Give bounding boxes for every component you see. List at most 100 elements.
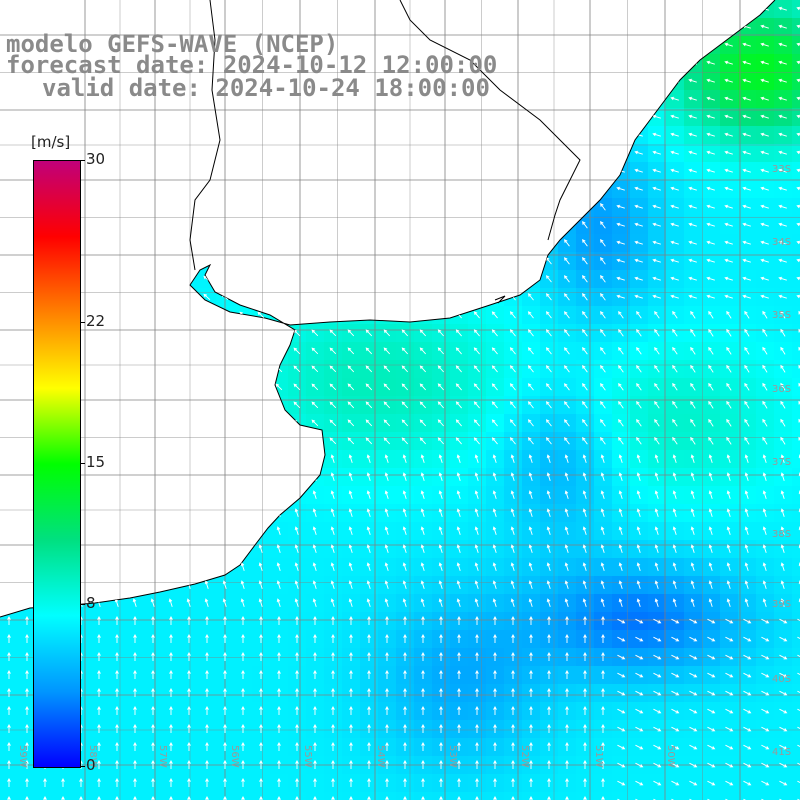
wind-arrow — [275, 383, 283, 391]
wind-arrow — [724, 78, 733, 83]
speed-cell — [108, 108, 126, 126]
speed-cell — [36, 108, 54, 126]
wind-arrow — [563, 23, 570, 31]
wind-arrow — [689, 636, 698, 642]
wind-arrow — [636, 328, 642, 337]
longitude-label: 50W — [665, 745, 676, 768]
wind-arrow — [527, 347, 534, 355]
wind-arrow — [707, 726, 716, 732]
wind-arrow — [437, 383, 444, 391]
wind-arrow — [131, 275, 139, 282]
wind-arrow — [419, 131, 426, 139]
speed-cell — [0, 468, 18, 486]
wind-arrow — [601, 778, 605, 787]
speed-cell — [288, 270, 306, 288]
wind-arrow — [636, 598, 641, 607]
speed-cell — [234, 360, 252, 378]
speed-cell — [252, 288, 270, 306]
wind-arrow — [582, 562, 587, 571]
wind-arrow — [293, 149, 301, 157]
wind-arrow — [652, 150, 661, 155]
wind-arrow — [95, 347, 103, 354]
wind-arrow — [491, 221, 498, 229]
wind-arrow — [545, 5, 552, 13]
wind-arrow — [707, 636, 716, 642]
speed-cell — [396, 270, 414, 288]
wind-arrow — [349, 634, 353, 643]
speed-cell — [180, 360, 198, 378]
speed-cell — [432, 0, 450, 18]
wind-arrow — [653, 672, 662, 678]
wind-arrow — [473, 239, 480, 247]
wind-arrow — [331, 778, 335, 787]
wind-arrow — [348, 508, 353, 517]
wind-arrow — [223, 688, 227, 697]
wind-arrow — [491, 239, 498, 247]
wind-arrow — [187, 634, 191, 643]
speed-cell — [162, 126, 180, 144]
wind-arrow — [473, 293, 480, 301]
wind-arrow — [618, 526, 623, 535]
wind-arrow — [419, 383, 426, 391]
wind-arrow — [744, 310, 750, 319]
wind-arrow — [600, 526, 605, 535]
speed-cell — [270, 414, 288, 432]
wind-arrow — [257, 149, 265, 157]
wind-arrow — [689, 780, 698, 786]
wind-arrow — [295, 652, 299, 661]
wind-arrow — [582, 526, 587, 535]
wind-arrow — [331, 616, 335, 625]
speed-cell — [0, 216, 18, 234]
wind-arrow — [509, 167, 516, 175]
wind-arrow — [583, 742, 587, 751]
wind-arrow — [383, 419, 391, 427]
speed-cell — [666, 792, 684, 800]
wind-arrow — [582, 23, 588, 31]
wind-arrow — [563, 419, 570, 427]
wind-arrow — [258, 508, 263, 517]
wind-arrow — [762, 580, 767, 589]
wind-arrow — [347, 131, 355, 139]
wind-arrow — [618, 383, 624, 391]
wind-arrow — [652, 96, 661, 101]
wind-arrow — [402, 544, 407, 553]
wind-arrow — [347, 149, 355, 157]
speed-cell — [504, 792, 522, 800]
speed-cell — [306, 288, 324, 306]
speed-cell — [252, 378, 270, 396]
wind-arrow — [5, 438, 13, 444]
wind-arrow — [600, 365, 606, 373]
wind-arrow — [313, 616, 317, 625]
wind-arrow — [185, 275, 193, 282]
wind-arrow — [131, 239, 139, 246]
wind-arrow — [24, 562, 29, 571]
wind-arrow — [529, 652, 533, 661]
wind-arrow — [762, 562, 767, 571]
wind-arrow — [545, 239, 552, 247]
wind-arrow — [706, 168, 715, 173]
speed-cell — [558, 54, 576, 72]
wind-arrow — [97, 634, 101, 643]
wind-arrow — [563, 167, 570, 175]
speed-cell — [144, 504, 162, 522]
wind-arrow — [582, 221, 588, 229]
speed-cell — [144, 234, 162, 252]
speed-cell — [108, 450, 126, 468]
speed-cell — [0, 396, 18, 414]
wind-arrow — [401, 239, 409, 247]
speed-cell — [414, 126, 432, 144]
wind-arrow — [114, 490, 119, 499]
wind-arrow — [762, 364, 768, 373]
wind-arrow — [97, 760, 101, 769]
wind-arrow — [329, 239, 337, 247]
wind-arrow — [760, 150, 769, 155]
wind-arrow — [131, 383, 139, 390]
wind-arrow — [547, 742, 551, 751]
wind-arrow — [491, 185, 498, 193]
wind-arrow — [95, 113, 103, 120]
wind-arrow — [59, 23, 67, 30]
speed-cell — [108, 0, 126, 18]
wind-arrow — [439, 688, 443, 697]
wind-arrow — [276, 472, 281, 481]
wind-arrow — [311, 311, 319, 319]
